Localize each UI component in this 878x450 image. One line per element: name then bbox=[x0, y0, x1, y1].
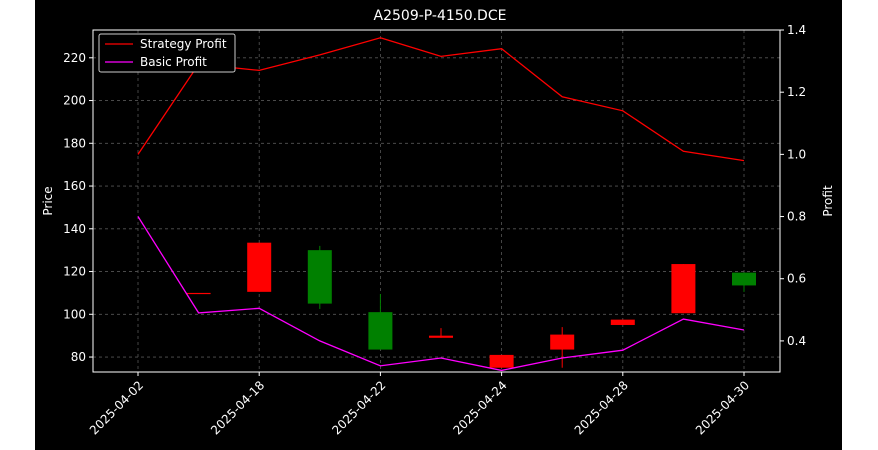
candle-body bbox=[489, 354, 514, 368]
y-tick-label: 80 bbox=[71, 350, 86, 364]
x-tick-label: 2025-04-18 bbox=[208, 378, 267, 437]
y2-tick-label: 0.8 bbox=[787, 210, 806, 224]
x-tick-label: 2025-04-24 bbox=[451, 378, 510, 437]
candle-body bbox=[610, 319, 635, 325]
candle-body bbox=[429, 335, 453, 338]
chart-canvas: 80 100 120 140 160 180 200 220 0.4 0.6 0.8 1.0 1.2 1.… bbox=[35, 0, 842, 450]
candle-body bbox=[307, 250, 332, 304]
candle-body bbox=[247, 242, 272, 292]
y2-tick-label: 1.0 bbox=[787, 147, 806, 161]
x-tick-label: 2025-04-30 bbox=[693, 378, 752, 437]
x-tick-label: 2025-04-28 bbox=[572, 378, 631, 437]
y-tick-label: 100 bbox=[63, 307, 86, 321]
y-tick-label: 140 bbox=[63, 222, 86, 236]
legend-label-basic-profit: Basic Profit bbox=[140, 55, 207, 69]
y-tick-label: 220 bbox=[63, 51, 86, 65]
legend-label-strategy-profit: Strategy Profit bbox=[140, 37, 227, 51]
y-tick-label: 200 bbox=[63, 94, 86, 108]
y-tick-label: 160 bbox=[63, 179, 86, 193]
y2-tick-label: 0.6 bbox=[787, 272, 806, 286]
profit-lines bbox=[137, 37, 745, 372]
plot-frame bbox=[92, 29, 781, 373]
candlestick-chart: 80 100 120 140 160 180 200 220 0.4 0.6 0.8 1.0 1.2 1.… bbox=[41, 8, 835, 437]
y-tick-label: 180 bbox=[63, 136, 86, 150]
y-axis-label-right: Profit bbox=[821, 185, 835, 217]
grid-layer bbox=[93, 30, 780, 372]
strategy-profit-line bbox=[137, 37, 745, 162]
y-axis-label-left: Price bbox=[41, 186, 55, 215]
basic-profit-line bbox=[137, 216, 745, 372]
candle-body bbox=[186, 292, 211, 295]
x-tick-label: 2025-04-22 bbox=[329, 378, 388, 437]
y-tick-label: 120 bbox=[63, 265, 86, 279]
axis-layer: 80 100 120 140 160 180 200 220 0.4 0.6 0.8 1.0 1.2 1.… bbox=[63, 23, 806, 437]
candle-layer bbox=[186, 242, 756, 368]
candle-body bbox=[732, 272, 756, 286]
candle-body bbox=[671, 264, 696, 314]
candle-body bbox=[550, 334, 575, 350]
y2-tick-label: 1.2 bbox=[787, 85, 806, 99]
x-tick-label: 2025-04-02 bbox=[87, 378, 146, 437]
candle-body bbox=[368, 312, 393, 350]
chart-title: A2509-P-4150.DCE bbox=[374, 8, 507, 24]
y2-tick-label: 0.4 bbox=[787, 334, 806, 348]
y2-tick-label: 1.4 bbox=[787, 23, 806, 37]
legend: Strategy Profit Basic Profit bbox=[98, 33, 236, 73]
